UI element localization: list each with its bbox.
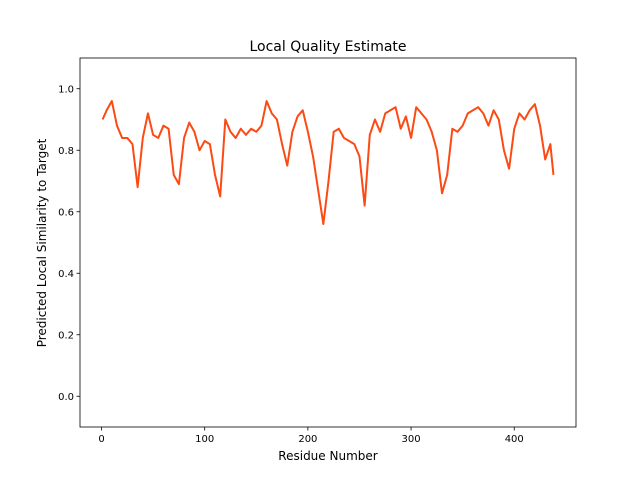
x-axis-label: Residue Number (278, 449, 377, 463)
y-tick-label: 0.0 (58, 392, 74, 403)
x-tick-label: 300 (402, 434, 421, 445)
x-tick-label: 100 (195, 434, 214, 445)
plot-frame (79, 57, 577, 428)
data-line (101, 100, 555, 226)
y-tick-label: 0.6 (58, 207, 74, 218)
x-tick-label: 0 (98, 434, 104, 445)
y-tick-label: 0.2 (58, 330, 74, 341)
x-tick-label: 400 (505, 434, 524, 445)
x-tick-label: 200 (298, 434, 317, 445)
y-axis-label: Predicted Local Similarity to Target (35, 138, 49, 347)
chart-title: Local Quality Estimate (249, 39, 406, 55)
y-tick-label: 0.4 (58, 269, 74, 280)
y-tick-label: 1.0 (58, 84, 74, 95)
y-tick-label: 0.8 (58, 146, 74, 157)
